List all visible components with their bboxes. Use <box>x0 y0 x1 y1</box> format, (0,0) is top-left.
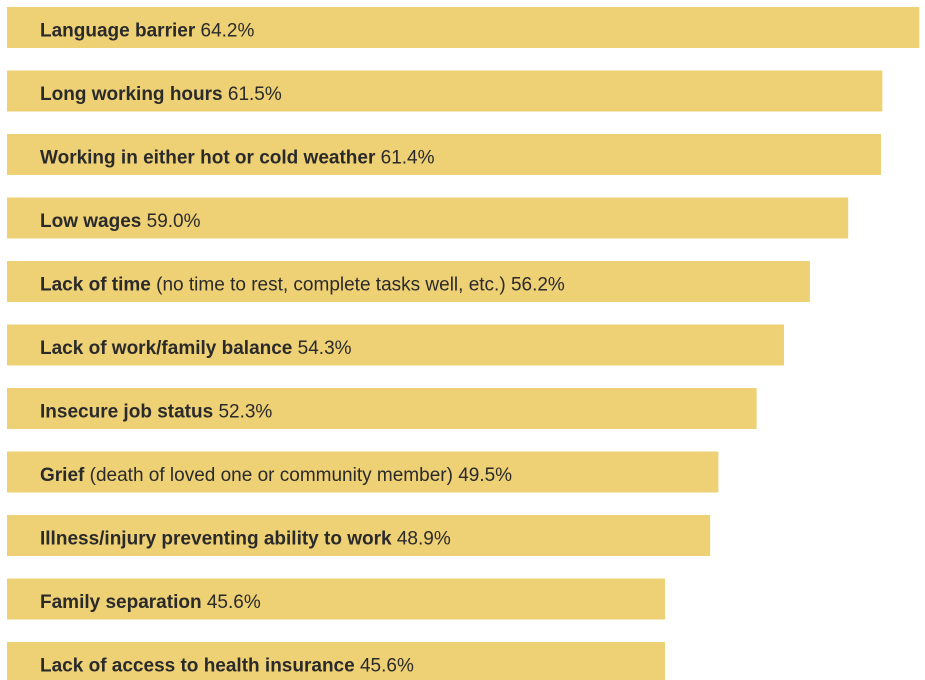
category-label: Family separation <box>40 592 202 613</box>
value-label: 54.3% <box>298 338 352 359</box>
bar-label: Lack of time (no time to rest, complete … <box>40 275 565 296</box>
value-label: 49.5% <box>458 465 512 486</box>
bar-label: Lack of work/family balance 54.3% <box>40 338 352 359</box>
bar <box>7 70 883 112</box>
category-label: Insecure job status <box>40 402 213 423</box>
bar-label: Family separation 45.6% <box>40 592 261 613</box>
value-label: 45.6% <box>360 656 414 677</box>
category-label: Lack of time <box>40 275 151 296</box>
bar-label: Low wages 59.0% <box>40 211 201 232</box>
bar-label: Insecure job status 52.3% <box>40 402 272 423</box>
value-label: 45.6% <box>207 592 261 613</box>
value-label: 52.3% <box>218 402 272 423</box>
bar-label: Language barrier 64.2% <box>40 21 254 42</box>
category-detail: (no time to rest, complete tasks well, e… <box>156 275 506 296</box>
bar-label: Working in either hot or cold weather 61… <box>40 148 435 169</box>
bar-label: Grief (death of loved one or community m… <box>40 465 512 486</box>
bar <box>7 261 810 302</box>
bar <box>7 642 666 680</box>
value-label: 64.2% <box>201 21 255 42</box>
category-label: Illness/injury preventing ability to wor… <box>40 529 392 550</box>
category-label: Lack of work/family balance <box>40 338 292 359</box>
value-label: 61.4% <box>381 148 435 169</box>
category-detail: (death of loved one or community member) <box>90 465 453 486</box>
category-label: Grief <box>40 465 85 486</box>
bar-label: Illness/injury preventing ability to wor… <box>40 529 451 550</box>
bar <box>7 515 711 556</box>
value-label: 56.2% <box>511 275 565 296</box>
bar <box>7 134 881 175</box>
bar <box>7 451 719 493</box>
bar <box>7 197 849 239</box>
bar <box>7 324 784 366</box>
category-label: Language barrier <box>40 21 196 42</box>
bar <box>7 7 920 48</box>
category-label: Working in either hot or cold weather <box>40 148 376 169</box>
value-label: 48.9% <box>397 529 451 550</box>
bar <box>7 578 666 620</box>
bar <box>7 388 757 429</box>
category-label: Lack of access to health insurance <box>40 656 355 677</box>
category-label: Long working hours <box>40 84 223 105</box>
value-label: 59.0% <box>147 211 201 232</box>
category-label: Low wages <box>40 211 141 232</box>
bar-label: Long working hours 61.5% <box>40 84 282 105</box>
value-label: 61.5% <box>228 84 282 105</box>
bar-label: Lack of access to health insurance 45.6% <box>40 656 414 677</box>
